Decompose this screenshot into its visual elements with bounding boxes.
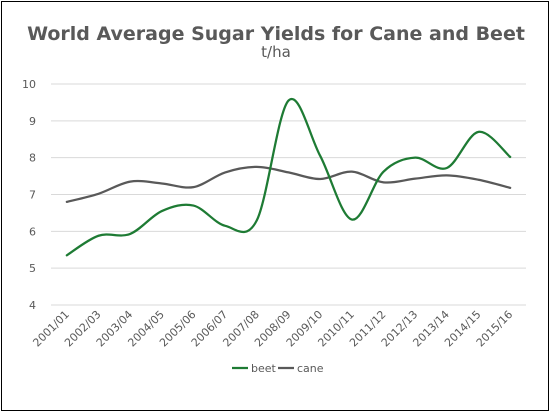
y-axis-ticks: 4 5 6 7 8 9 10	[22, 78, 36, 312]
x-axis-ticks: 2001/012002/032003/042004/052005/062006/…	[30, 308, 515, 350]
y-tick-label: 5	[29, 262, 36, 275]
gridlines	[51, 83, 526, 306]
y-tick-label: 4	[29, 299, 36, 312]
y-tick-label: 10	[22, 78, 36, 91]
series-line-beet	[65, 97, 512, 257]
y-tick-label: 9	[29, 115, 36, 128]
y-tick-label: 6	[29, 225, 36, 238]
series-line-cane	[65, 165, 512, 203]
legend: beet cane	[232, 362, 324, 375]
y-tick-label: 7	[29, 189, 36, 202]
chart-title: World Average Sugar Yields for Cane and …	[27, 23, 525, 45]
legend-label-beet: beet	[251, 362, 277, 375]
series-lines	[65, 97, 512, 257]
y-tick-label: 8	[29, 152, 36, 165]
legend-label-cane: cane	[297, 362, 324, 375]
chart-subtitle: t/ha	[261, 43, 291, 61]
